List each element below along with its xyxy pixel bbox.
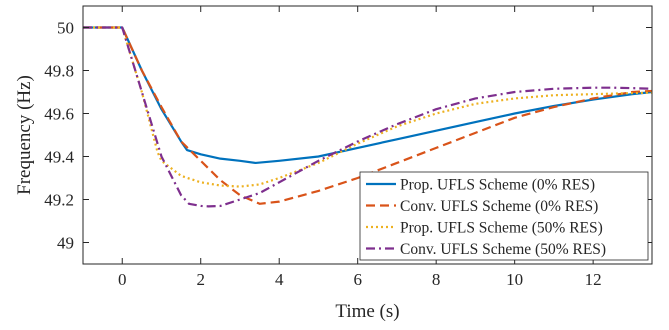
y-tick-label: 49.8 xyxy=(44,62,74,81)
x-tick-label: 6 xyxy=(353,270,362,289)
axes-box xyxy=(82,5,653,265)
y-axis-label: Frequency (Hz) xyxy=(14,75,35,195)
axes-layer: 0 2 4 6 8 10 12 49 49.2 49.4 49.6 49.8 50 xyxy=(44,5,653,289)
series-line-4 xyxy=(83,26,652,208)
x-axis-label: Time (s) xyxy=(335,301,399,322)
series-line-2 xyxy=(83,26,652,205)
x-tick-label: 2 xyxy=(196,270,205,289)
legend-box xyxy=(359,171,649,261)
y-tick-label: 49.6 xyxy=(44,105,74,124)
y-tick-label: 49.4 xyxy=(44,148,74,167)
legend-label-4: Conv. UFLS Scheme (50% RES) xyxy=(400,241,606,258)
x-tick-label: 8 xyxy=(432,270,441,289)
y-tick-label: 50 xyxy=(57,19,74,38)
series-layer xyxy=(83,26,652,208)
x-tick-label: 12 xyxy=(585,270,602,289)
y-tick-label: 49.2 xyxy=(44,191,74,210)
legend-label-1: Prop. UFLS Scheme (0% RES) xyxy=(400,177,595,194)
y-tick-label: 49 xyxy=(57,234,74,253)
x-tick-label: 10 xyxy=(506,270,523,289)
legend-label-2: Conv. UFLS Scheme (0% RES) xyxy=(400,198,598,215)
x-tick-label: 4 xyxy=(275,270,284,289)
x-tick-label: 0 xyxy=(118,270,127,289)
legend: Prop. UFLS Scheme (0% RES) Conv. UFLS Sch… xyxy=(359,171,649,261)
legend-label-3: Prop. UFLS Scheme (50% RES) xyxy=(400,220,603,237)
